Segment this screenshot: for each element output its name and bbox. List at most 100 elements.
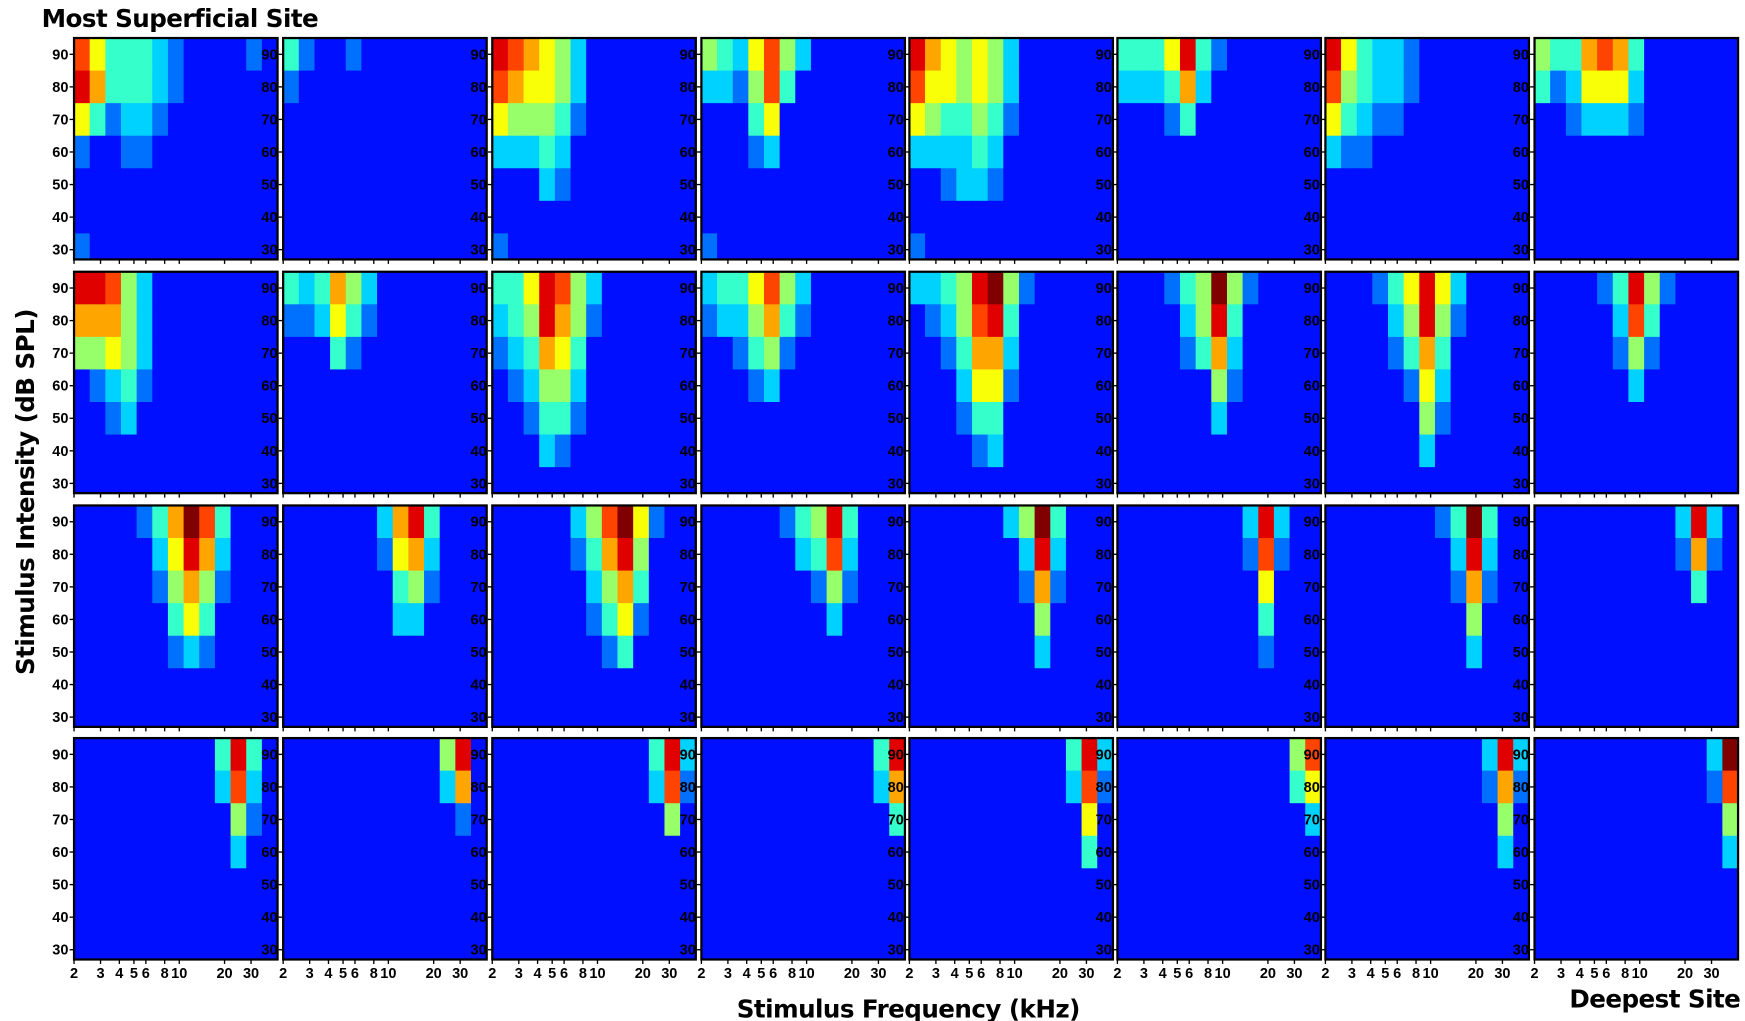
heatmap-cell: [539, 571, 555, 604]
heatmap-cell: [90, 538, 106, 571]
heatmap-cell: [1274, 402, 1290, 435]
heatmap-cell: [842, 538, 858, 571]
heatmap-cell: [1003, 571, 1019, 604]
heatmap-cell: [1644, 136, 1660, 169]
heatmap-cell: [1372, 505, 1388, 538]
heatmap-cell: [184, 168, 200, 201]
heatmap-cell: [1660, 136, 1676, 169]
heatmap-cell: [1227, 467, 1243, 500]
heatmap-cell: [1243, 701, 1259, 734]
heatmap-cell: [90, 738, 106, 771]
heatmap-cell: [1133, 738, 1149, 771]
heatmap-cell: [215, 38, 231, 71]
heatmap-cell: [377, 668, 393, 701]
heatmap-cell: [1066, 571, 1082, 604]
heatmap-cell: [1019, 38, 1035, 71]
heatmap-cell: [1707, 103, 1723, 136]
heatmap-cell: [1435, 369, 1451, 402]
heatmap-cell: [1550, 467, 1566, 500]
heatmap-cell: [424, 738, 440, 771]
heatmap-cell: [1419, 435, 1435, 468]
heatmap-cell: [1644, 603, 1660, 636]
heatmap-cell: [121, 868, 137, 901]
heatmap-cell: [377, 233, 393, 266]
heatmap-cell: [1466, 337, 1482, 370]
heatmap-cell: [1451, 467, 1467, 500]
heatmap-cell: [1149, 369, 1165, 402]
heatmap-cell: [424, 71, 440, 104]
heatmap-cell: [199, 868, 215, 901]
heatmap-cell: [424, 538, 440, 571]
heatmap-cell: [1581, 38, 1597, 71]
heatmap-cell: [346, 636, 362, 669]
heatmap-cell: [283, 603, 299, 636]
heatmap-cell: [1435, 402, 1451, 435]
heatmap-cell: [748, 836, 764, 869]
heatmap-cell: [1341, 803, 1357, 836]
heatmap-cell: [1404, 233, 1420, 266]
heatmap-cell: [1451, 233, 1467, 266]
heatmap-cell: [1003, 38, 1019, 71]
heatmap-cell: [717, 337, 733, 370]
heatmap-cell: [1566, 337, 1582, 370]
heatmap-cell: [455, 337, 471, 370]
y-tick-label: 50: [261, 411, 277, 427]
heatmap-cell: [617, 836, 633, 869]
heatmap-cell: [1227, 201, 1243, 234]
heatmap-cell: [1435, 168, 1451, 201]
heatmap-cell: [1707, 836, 1723, 869]
heatmap-cell: [1581, 771, 1597, 804]
heatmap-cell: [1597, 836, 1613, 869]
heatmap-cell: [1498, 901, 1514, 934]
heatmap-cell: [1341, 701, 1357, 734]
heatmap-cell: [717, 771, 733, 804]
heatmap-cell: [664, 803, 680, 836]
heatmap-cell: [617, 738, 633, 771]
heatmap-cell: [1451, 538, 1467, 571]
heatmap-cell: [1482, 201, 1498, 234]
y-tick-label: 60: [888, 379, 904, 395]
y-tick-label: 90: [680, 281, 696, 297]
heatmap-cell: [586, 38, 602, 71]
heatmap-cell: [299, 603, 315, 636]
heatmap-cell: [1196, 538, 1212, 571]
heatmap-cell: [90, 571, 106, 604]
heatmap-cell: [748, 71, 764, 104]
heatmap-cell: [199, 803, 215, 836]
heatmap-cell: [283, 868, 299, 901]
heatmap-cell: [1581, 738, 1597, 771]
heatmap-cell: [1019, 71, 1035, 104]
heatmap-cell: [1196, 103, 1212, 136]
heatmap-cell: [571, 738, 587, 771]
heatmap-cell: [1050, 933, 1066, 966]
heatmap-cell: [1722, 38, 1738, 71]
heatmap-cell: [842, 738, 858, 771]
heatmap-cell: [424, 933, 440, 966]
heatmap-cell: [184, 603, 200, 636]
heatmap-cell: [1628, 467, 1644, 500]
heatmap-cell: [1050, 836, 1066, 869]
heatmap-cell: [827, 402, 843, 435]
heatmap-cell: [1466, 369, 1482, 402]
heatmap-cell: [972, 435, 988, 468]
panel: [1325, 38, 1529, 266]
heatmap-cell: [956, 701, 972, 734]
heatmap-cell: [1050, 603, 1066, 636]
y-tick-label: 60: [1096, 145, 1112, 161]
heatmap-cell: [1019, 603, 1035, 636]
heatmap-cell: [314, 435, 330, 468]
heatmap-cell: [1372, 233, 1388, 266]
heatmap-cell: [1707, 168, 1723, 201]
heatmap-cell: [842, 136, 858, 169]
heatmap-cell: [1019, 538, 1035, 571]
heatmap-cell: [1227, 168, 1243, 201]
heatmap-cell: [408, 233, 424, 266]
heatmap-cell: [1274, 571, 1290, 604]
heatmap-cell: [1196, 168, 1212, 201]
y-tick-label: 70: [680, 580, 696, 596]
heatmap-cell: [1722, 233, 1738, 266]
heatmap-cell: [1644, 402, 1660, 435]
heatmap-cell: [649, 136, 665, 169]
heatmap-cell: [1435, 38, 1451, 71]
